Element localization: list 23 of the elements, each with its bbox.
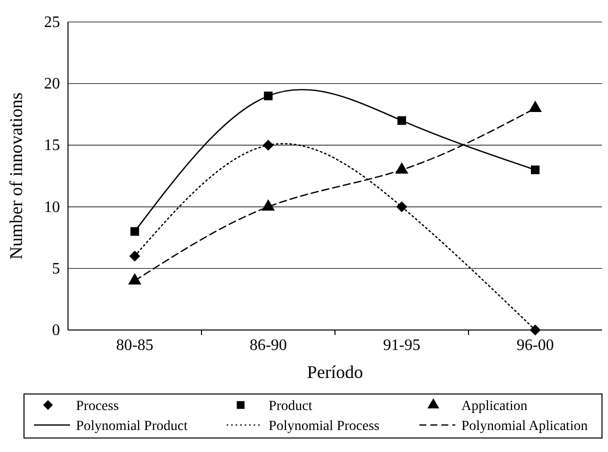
legend-label: Application xyxy=(461,399,528,414)
legend-label: Polynomial Aplication xyxy=(461,419,588,434)
x-axis-title: Período xyxy=(307,362,363,382)
x-tick-label: 91-95 xyxy=(383,337,420,354)
x-tick-label: 86-90 xyxy=(250,337,287,354)
legend-label: Polynomial Product xyxy=(76,419,188,434)
y-tick-label: 0 xyxy=(52,322,60,339)
y-axis-title: Number of innovations xyxy=(6,92,26,260)
y-tick-label: 20 xyxy=(44,76,60,93)
legend-label: Process xyxy=(76,399,119,414)
point xyxy=(396,201,408,212)
y-tick-label: 5 xyxy=(52,260,60,278)
point xyxy=(262,140,274,151)
point xyxy=(530,324,541,336)
y-tick-label: 25 xyxy=(44,14,60,31)
y-tick-label: 15 xyxy=(44,137,60,154)
x-tick-label: 80-85 xyxy=(116,337,154,354)
legend-label: Polynomial Process xyxy=(268,419,380,434)
point xyxy=(129,250,140,262)
x-tick-label: 96-00 xyxy=(516,337,554,354)
y-tick-label: 10 xyxy=(44,198,60,216)
point xyxy=(130,227,140,236)
legend-label: Product xyxy=(268,399,312,414)
